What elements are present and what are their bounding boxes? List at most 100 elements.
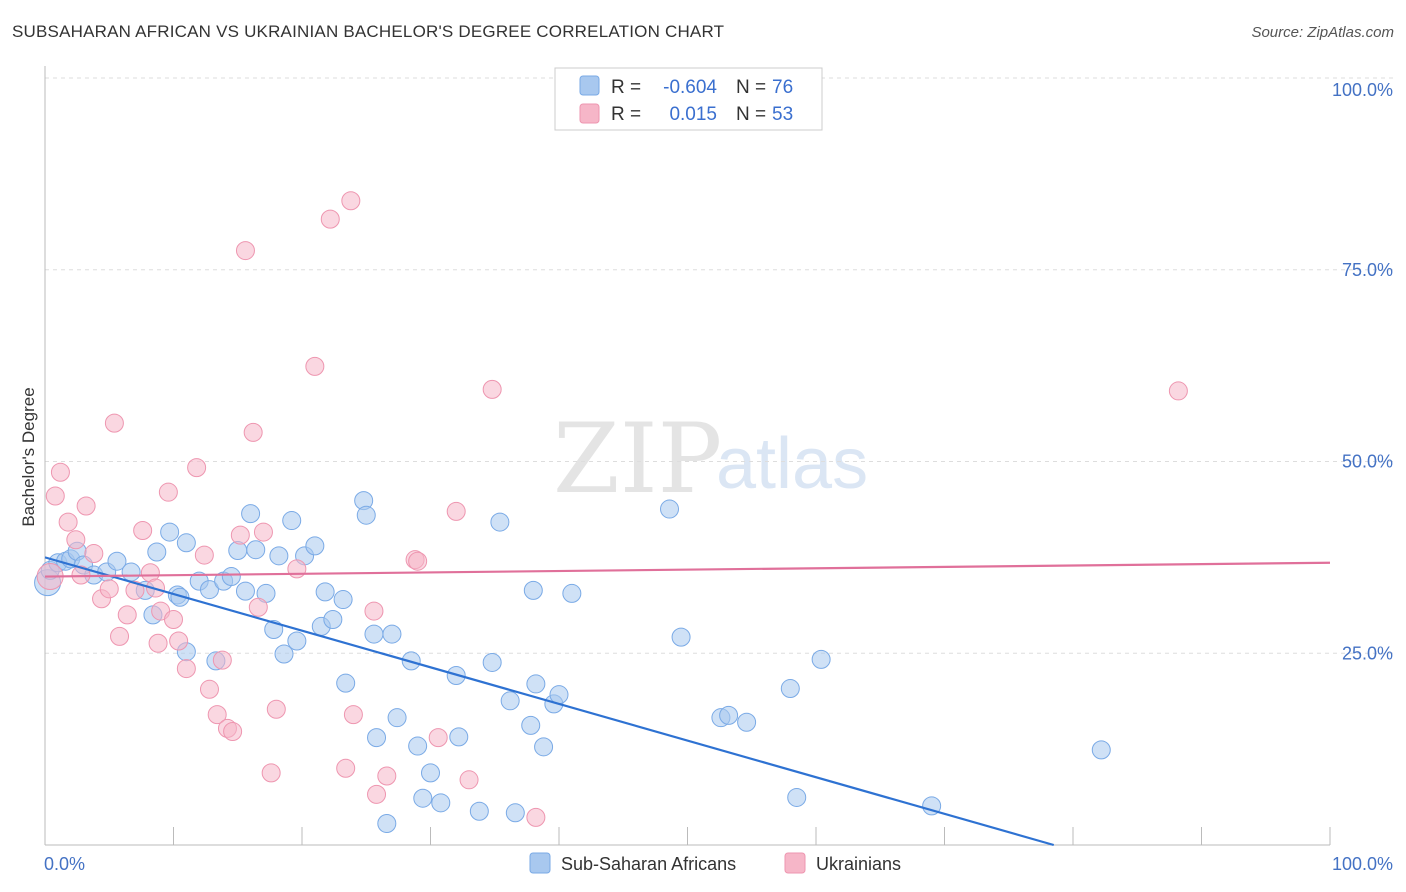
trend-line-sub-saharan [44, 556, 1055, 847]
point-ukrainian [459, 770, 479, 790]
point-sub-saharan [811, 649, 831, 669]
legend-n-label: N = [736, 77, 766, 98]
point-ukrainian [169, 631, 189, 651]
point-sub-saharan [356, 505, 376, 525]
point-ukrainian [230, 525, 250, 545]
grid-lines [45, 77, 1393, 654]
point-ukrainian [176, 659, 196, 679]
point-sub-saharan [1091, 740, 1111, 760]
x-tick-label-max: 100.0% [1332, 854, 1393, 874]
point-sub-saharan [147, 542, 167, 562]
point-sub-saharan [521, 715, 541, 735]
point-ukrainian [58, 512, 78, 532]
point-sub-saharan [526, 674, 546, 694]
point-ukrainian [199, 679, 219, 699]
point-sub-saharan [315, 582, 335, 602]
point-ukrainian [336, 758, 356, 778]
point-ukrainian [50, 462, 70, 482]
point-ukrainian [266, 699, 286, 719]
point-ukrainian [243, 422, 263, 442]
point-sub-saharan [221, 567, 241, 587]
point-ukrainian [428, 728, 448, 748]
point-sub-saharan [408, 736, 428, 756]
point-sub-saharan [364, 624, 384, 644]
point-ukrainian [125, 580, 145, 600]
point-ukrainian [110, 626, 130, 646]
point-ukrainian [367, 784, 387, 804]
legend-swatch-pink [579, 103, 600, 124]
point-sub-saharan [505, 803, 525, 823]
point-sub-saharan [336, 673, 356, 693]
point-ukrainian [194, 545, 214, 565]
point-sub-saharan [107, 551, 127, 571]
bottom-legend-swatch-blue [529, 852, 551, 874]
point-ukrainian [84, 544, 104, 564]
point-ukrainian [133, 521, 153, 541]
point-ukrainian [377, 766, 397, 786]
watermark-atlas: atlas [716, 424, 868, 504]
point-ukrainian [66, 530, 86, 550]
legend-n-value: 76 [772, 77, 793, 98]
trend-lines [44, 556, 1331, 847]
point-sub-saharan [235, 581, 255, 601]
source-label: Source: ZipAtlas.com [1251, 24, 1394, 41]
point-ukrainian [76, 496, 96, 516]
point-sub-saharan [534, 737, 554, 757]
point-ukrainian [212, 650, 232, 670]
legend-r-value: -0.604 [663, 77, 717, 98]
legend-r-label: R = [611, 77, 641, 98]
y-tick-label: 100.0% [1332, 80, 1393, 100]
point-sub-saharan [787, 787, 807, 807]
point-sub-saharan [500, 691, 520, 711]
point-sub-saharan [482, 652, 502, 672]
y-axis-title: Bachelor's Degree [19, 387, 38, 526]
point-sub-saharan [323, 610, 343, 630]
bottom-legend-label: Ukrainians [816, 854, 901, 874]
point-ukrainian [341, 191, 361, 211]
point-sub-saharan [160, 522, 180, 542]
point-sub-saharan [719, 705, 739, 725]
point-ukrainian [148, 633, 168, 653]
point-ukrainian [287, 559, 307, 579]
trend-line-ukrainian [44, 561, 1331, 578]
point-sub-saharan [413, 788, 433, 808]
point-ukrainian [223, 721, 243, 741]
bottom-legend: Sub-Saharan Africans Ukrainians [529, 852, 901, 874]
point-sub-saharan [377, 814, 397, 834]
point-ukrainian [261, 763, 281, 783]
point-ukrainian [187, 458, 207, 478]
point-sub-saharan [241, 504, 261, 524]
legend-n-value: 53 [772, 104, 793, 125]
point-ukrainian [408, 551, 428, 571]
point-sub-saharan [387, 708, 407, 728]
point-ukrainian [446, 501, 466, 521]
point-sub-saharan [490, 512, 510, 532]
point-ukrainian [235, 241, 255, 261]
point-ukrainian [305, 356, 325, 376]
y-tick-label: 25.0% [1342, 643, 1393, 663]
point-ukrainian [482, 379, 502, 399]
point-sub-saharan [170, 587, 190, 607]
point-ukrainian [158, 482, 178, 502]
legend-swatch-blue [579, 75, 600, 96]
point-sub-saharan [246, 540, 266, 560]
point-sub-saharan [562, 583, 582, 603]
point-ukrainian [117, 605, 137, 625]
bottom-legend-swatch-pink [784, 852, 806, 874]
axes [44, 66, 1331, 846]
point-sub-saharan [305, 536, 325, 556]
x-tick-label-min: 0.0% [44, 854, 85, 874]
point-ukrainian [320, 209, 340, 229]
bottom-legend-label: Sub-Saharan Africans [561, 854, 736, 874]
point-sub-saharan [523, 580, 543, 600]
point-ukrainian [1168, 381, 1188, 401]
legend: R = -0.604 N = 76 R = 0.015 N = 53 [554, 67, 823, 131]
point-sub-saharan [367, 728, 387, 748]
y-tick-label: 50.0% [1342, 452, 1393, 472]
point-ukrainian [207, 705, 227, 725]
point-sub-saharan [382, 624, 402, 644]
watermark-zip: ZIP [553, 403, 722, 515]
point-sub-saharan [449, 727, 469, 747]
y-tick-label: 75.0% [1342, 260, 1393, 280]
